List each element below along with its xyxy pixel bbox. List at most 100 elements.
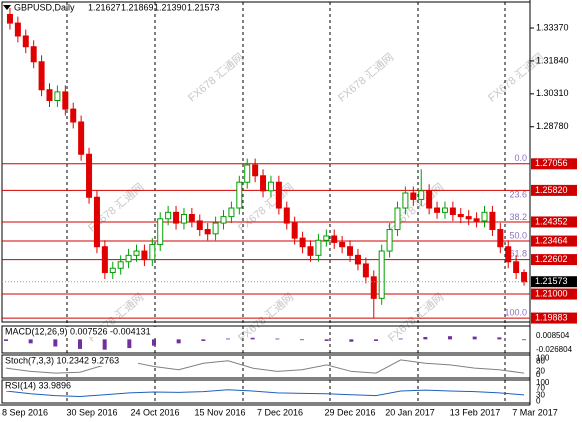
candle-body <box>410 192 417 200</box>
candle-body <box>157 218 164 246</box>
x-tick-label: 13 Feb 2017 <box>450 407 501 417</box>
candle-body <box>489 211 496 231</box>
macd-bar <box>250 337 255 340</box>
candle-body <box>228 207 235 218</box>
candle-body <box>260 175 267 192</box>
y-tick-label: 1.33370 <box>536 22 569 32</box>
candle-body <box>378 250 385 299</box>
macd-bar <box>28 339 33 344</box>
level-box <box>531 158 577 170</box>
candle-body <box>149 244 156 261</box>
candle-body <box>402 192 409 209</box>
candle-body <box>267 181 274 192</box>
macd-bar <box>78 339 82 349</box>
indicator-tick-label: 30 <box>536 391 545 400</box>
indicator-tick-label: 0.008504 <box>536 331 570 340</box>
candle-body <box>180 213 187 224</box>
indicator-title: Stoch(7,3,3) 10.2342 9.2763 <box>5 355 119 365</box>
level-label: 1.22602 <box>535 254 568 264</box>
candle-body <box>386 229 393 252</box>
x-tick-label: 7 Dec 2016 <box>257 407 303 417</box>
candle-body <box>275 181 282 209</box>
candle-body <box>307 246 314 256</box>
candle-body <box>6 13 13 24</box>
candle-body <box>86 153 93 198</box>
level-label: 1.23464 <box>535 235 568 245</box>
x-tick-label: 7 Mar 2017 <box>512 407 558 417</box>
x-tick-label: 30 Sep 2016 <box>66 407 117 417</box>
level-box <box>531 312 577 324</box>
macd-bar <box>349 339 354 342</box>
candle-body <box>457 213 464 218</box>
indicator-tick-label: -0.026804 <box>536 345 573 354</box>
candle-body <box>354 254 361 265</box>
menu-icon[interactable] <box>3 5 11 10</box>
candle-body <box>236 181 243 209</box>
fib-label: 38.2 <box>509 212 527 222</box>
candle-body <box>473 218 480 222</box>
candle-body <box>78 121 85 155</box>
level-label: 1.27056 <box>535 158 568 168</box>
candle-body <box>347 246 354 256</box>
candle-body <box>109 267 116 274</box>
macd-bar <box>398 338 403 340</box>
level-box <box>531 254 577 266</box>
candle-body <box>173 211 180 224</box>
fib-label: 23.6 <box>509 190 527 200</box>
indicator-tick-label: 0 <box>536 370 541 379</box>
indicator-tick-label: 70 <box>536 383 545 392</box>
candle-body <box>125 254 132 263</box>
indicator-tick-label: 20 <box>536 367 545 376</box>
macd-bar <box>4 339 8 341</box>
ohlc-value: 1.21627 <box>88 2 121 12</box>
candle-body <box>339 241 346 248</box>
candle-body <box>441 207 448 213</box>
indicator-title-bg <box>3 327 163 337</box>
macd-bar <box>448 336 452 340</box>
candle-body <box>252 164 259 177</box>
level-box <box>531 235 577 247</box>
candle-body <box>505 246 512 263</box>
candle-body <box>93 196 100 248</box>
candle-body <box>22 35 29 48</box>
candle-body <box>212 222 219 235</box>
level-label: 1.25820 <box>535 185 568 195</box>
candle-body <box>14 22 21 37</box>
candle-body <box>101 246 108 274</box>
macd-bar <box>152 339 156 346</box>
candle-body <box>30 46 37 63</box>
candle-body <box>62 91 69 110</box>
candle-body <box>331 235 338 243</box>
fib-label: 100.0 <box>504 307 527 317</box>
indicator-tick-label: 80 <box>536 357 545 366</box>
indicator-tick-label: 0 <box>536 396 541 405</box>
candle-body <box>513 261 520 274</box>
macd-bar <box>300 339 304 341</box>
fib-label: 0.0 <box>514 153 527 163</box>
level-label: 1.21000 <box>535 288 568 298</box>
candle-body <box>244 164 251 183</box>
level-label: 1.19883 <box>535 312 568 322</box>
stoch-line <box>5 359 525 374</box>
macd-bar <box>275 338 280 340</box>
symbol: GBPUSD,Daily <box>14 2 75 12</box>
candle-body <box>70 108 77 123</box>
indicator-title-bg <box>3 381 78 391</box>
macd-bar <box>201 339 206 341</box>
indicator-title: RSI(14) 33.9896 <box>5 380 71 390</box>
candle-body <box>426 190 433 209</box>
current-price-box <box>531 276 577 288</box>
candle-body <box>204 229 211 235</box>
candle-body <box>497 229 504 248</box>
indicator-tick-label: 100 <box>536 378 550 387</box>
fib-label: 50.0 <box>509 230 527 240</box>
macd-bar <box>226 338 230 340</box>
ohlc-value: 1.21390 <box>154 2 187 12</box>
candle-body <box>418 190 425 200</box>
macd-bar <box>472 336 477 340</box>
x-tick-label: 24 Oct 2016 <box>130 407 179 417</box>
macd-bar <box>102 339 107 350</box>
candle-body <box>46 89 53 101</box>
candle-body <box>220 216 227 224</box>
